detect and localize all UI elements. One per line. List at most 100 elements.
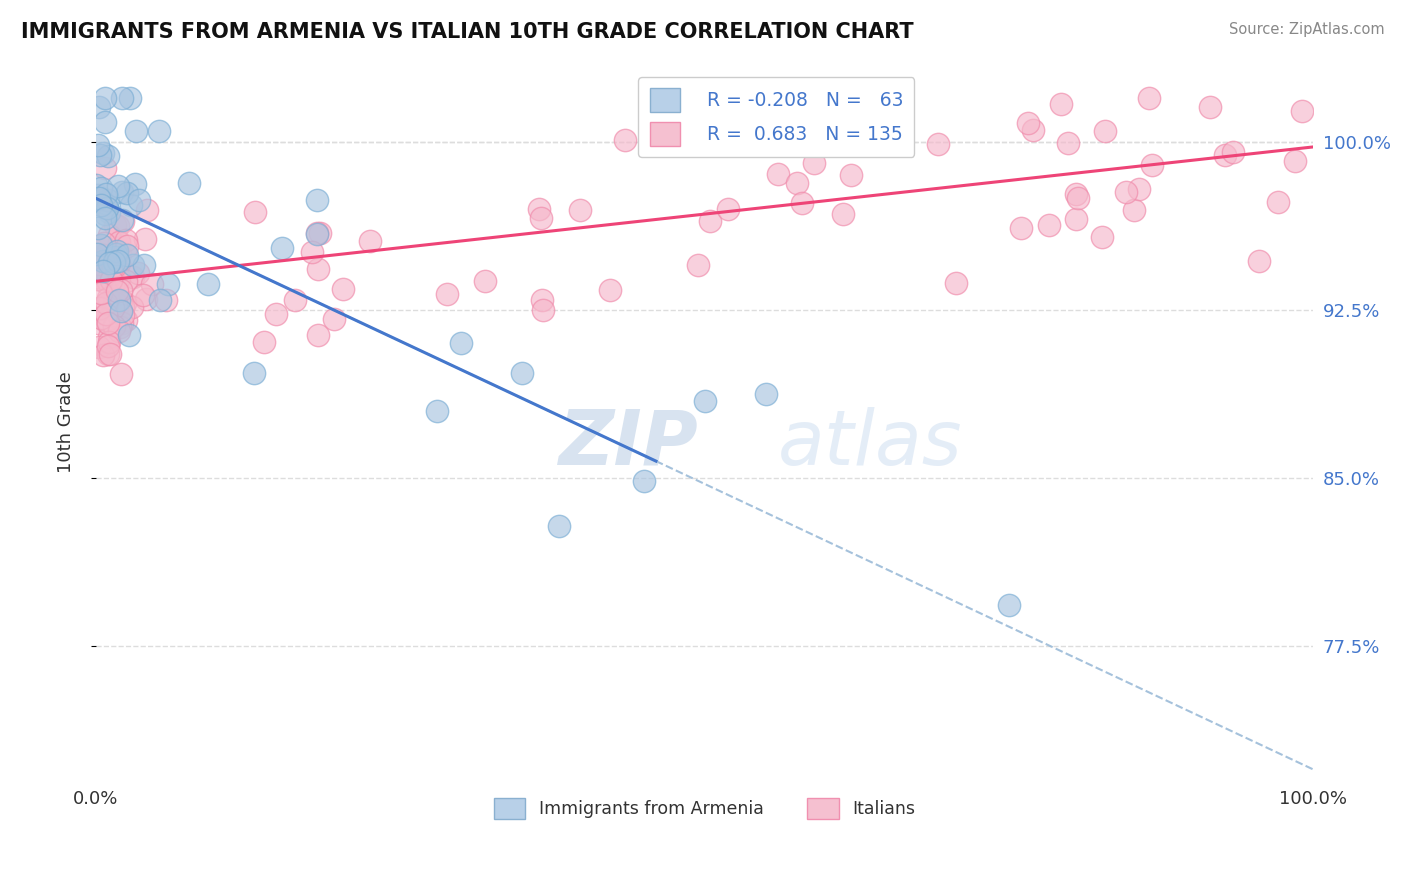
- Point: [305, 227, 328, 241]
- Point: [132, 258, 155, 272]
- Point: [86, 247, 108, 261]
- Point: [633, 474, 655, 488]
- Point: [110, 320, 132, 334]
- Point: [1284, 153, 1306, 168]
- Point: [332, 282, 354, 296]
- Point: [1091, 229, 1114, 244]
- Point: [307, 226, 329, 240]
- Point: [307, 262, 329, 277]
- Point: [243, 205, 266, 219]
- Point: [264, 307, 287, 321]
- Point: [271, 241, 294, 255]
- Point: [155, 293, 177, 307]
- Point: [97, 256, 120, 270]
- Point: [115, 186, 138, 200]
- Point: [91, 348, 114, 362]
- Point: [1198, 100, 1220, 114]
- Point: [97, 316, 120, 330]
- Point: [104, 260, 127, 275]
- Point: [96, 299, 118, 313]
- Point: [141, 277, 163, 292]
- Point: [531, 303, 554, 318]
- Point: [104, 259, 127, 273]
- Point: [786, 176, 808, 190]
- Point: [98, 335, 121, 350]
- Text: IMMIGRANTS FROM ARMENIA VS ITALIAN 10TH GRADE CORRELATION CHART: IMMIGRANTS FROM ARMENIA VS ITALIAN 10TH …: [21, 22, 914, 42]
- Point: [105, 284, 128, 298]
- Point: [301, 244, 323, 259]
- Point: [97, 330, 120, 344]
- Point: [108, 256, 131, 270]
- Point: [86, 138, 108, 153]
- Point: [96, 316, 118, 330]
- Point: [121, 301, 143, 315]
- Point: [124, 177, 146, 191]
- Point: [87, 316, 110, 330]
- Point: [569, 202, 592, 217]
- Point: [766, 167, 789, 181]
- Point: [105, 247, 128, 261]
- Point: [1050, 97, 1073, 112]
- Point: [93, 235, 115, 250]
- Point: [803, 155, 825, 169]
- Point: [114, 274, 136, 288]
- Point: [252, 334, 274, 349]
- Point: [105, 300, 128, 314]
- Point: [110, 367, 132, 381]
- Point: [89, 252, 111, 267]
- Point: [97, 205, 120, 219]
- Point: [96, 255, 118, 269]
- Point: [128, 193, 150, 207]
- Point: [1064, 211, 1087, 226]
- Point: [97, 339, 120, 353]
- Point: [111, 186, 134, 200]
- Point: [103, 295, 125, 310]
- Point: [108, 270, 131, 285]
- Point: [114, 296, 136, 310]
- Point: [115, 233, 138, 247]
- Point: [527, 202, 550, 217]
- Point: [97, 193, 120, 207]
- Point: [103, 319, 125, 334]
- Point: [149, 293, 172, 307]
- Point: [100, 267, 122, 281]
- Point: [1123, 203, 1146, 218]
- Point: [94, 161, 117, 176]
- Point: [97, 255, 120, 269]
- Point: [127, 266, 149, 280]
- Point: [111, 317, 134, 331]
- Point: [104, 251, 127, 265]
- Point: [96, 201, 118, 215]
- Point: [112, 214, 135, 228]
- Point: [614, 133, 637, 147]
- Point: [132, 287, 155, 301]
- Point: [101, 277, 124, 291]
- Point: [1291, 103, 1313, 118]
- Point: [111, 213, 134, 227]
- Point: [474, 274, 496, 288]
- Point: [93, 211, 115, 225]
- Point: [105, 296, 128, 310]
- Point: [96, 258, 118, 272]
- Point: [530, 211, 553, 226]
- Point: [91, 253, 114, 268]
- Point: [86, 187, 108, 202]
- Point: [1115, 185, 1137, 199]
- Point: [110, 293, 132, 307]
- Point: [839, 168, 862, 182]
- Point: [93, 115, 115, 129]
- Point: [1128, 181, 1150, 195]
- Point: [91, 259, 114, 273]
- Point: [134, 232, 156, 246]
- Point: [792, 195, 814, 210]
- Point: [97, 149, 120, 163]
- Point: [308, 227, 330, 241]
- Point: [530, 293, 553, 307]
- Point: [832, 207, 855, 221]
- Point: [101, 301, 124, 316]
- Point: [107, 219, 129, 233]
- Y-axis label: 10th Grade: 10th Grade: [58, 371, 75, 474]
- Point: [105, 247, 128, 261]
- Point: [693, 393, 716, 408]
- Point: [1094, 124, 1116, 138]
